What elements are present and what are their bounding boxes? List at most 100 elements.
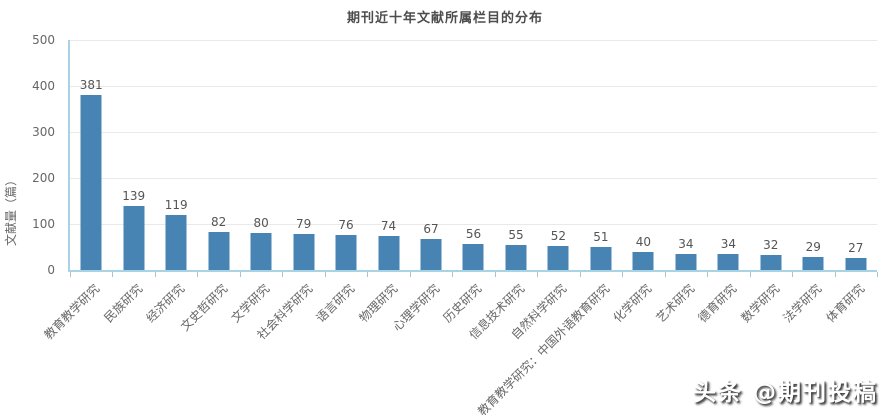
x-tick bbox=[239, 272, 241, 277]
bar-历史研究 bbox=[462, 244, 484, 270]
value-label: 51 bbox=[593, 229, 609, 244]
bar-德育研究 bbox=[717, 254, 739, 270]
bar-经济研究 bbox=[165, 215, 187, 270]
bar-数学研究 bbox=[760, 255, 782, 270]
x-tick bbox=[367, 272, 369, 277]
x-tick bbox=[494, 272, 496, 277]
x-tick bbox=[452, 272, 454, 277]
value-label: 55 bbox=[508, 227, 524, 242]
bar-column: 82 bbox=[197, 40, 239, 270]
category-label: 民族研究 bbox=[101, 281, 146, 326]
bar-教育教学研究 bbox=[80, 94, 102, 270]
bar-column: 76 bbox=[325, 40, 367, 270]
bar-column: 56 bbox=[452, 40, 494, 270]
bar-column: 32 bbox=[750, 40, 792, 270]
category-label: 法学研究 bbox=[780, 281, 825, 326]
watermark-toutiao: 头条 @期刊投稿 bbox=[692, 380, 878, 406]
gridline-200 bbox=[70, 178, 877, 179]
value-label: 40 bbox=[635, 234, 652, 249]
x-tick bbox=[707, 272, 709, 277]
y-tick-label-300: 300 bbox=[32, 125, 55, 139]
bar-文学研究 bbox=[250, 233, 272, 270]
bar-column: 51 bbox=[580, 40, 622, 270]
y-tick-label-100: 100 bbox=[32, 217, 55, 231]
x-tick bbox=[282, 272, 284, 277]
bar-体育研究 bbox=[845, 257, 867, 270]
bar-法学研究 bbox=[802, 256, 824, 270]
bar-column: 34 bbox=[707, 40, 749, 270]
bar-column: 67 bbox=[410, 40, 452, 270]
bar-column: 34 bbox=[665, 40, 707, 270]
gridline-300 bbox=[70, 132, 877, 133]
category-label: 艺术研究 bbox=[653, 281, 698, 326]
chart-title: 期刊近十年文献所属栏目的分布 bbox=[346, 11, 543, 26]
bar-物理研究 bbox=[378, 235, 400, 270]
value-label: 119 bbox=[164, 198, 188, 213]
value-label: 34 bbox=[720, 237, 736, 252]
bar-column: 55 bbox=[495, 40, 537, 270]
y-tick-label-400: 400 bbox=[32, 79, 55, 93]
x-tick bbox=[409, 272, 411, 277]
x-tick bbox=[324, 272, 326, 277]
x-tick bbox=[154, 272, 156, 277]
category-label: 体育研究 bbox=[823, 281, 868, 326]
category-label: 教育教学研究 bbox=[41, 281, 103, 343]
value-label: 34 bbox=[678, 237, 694, 252]
x-tick bbox=[749, 272, 751, 277]
category-label: 数学研究 bbox=[738, 281, 783, 326]
bar-社会科学研究 bbox=[293, 233, 315, 270]
x-tick bbox=[664, 272, 666, 277]
value-label: 56 bbox=[465, 227, 482, 242]
bar-column: 119 bbox=[155, 40, 197, 270]
x-tick bbox=[112, 272, 114, 277]
x-tick bbox=[792, 272, 794, 277]
gridline-100 bbox=[70, 224, 877, 225]
bar-column: 139 bbox=[112, 40, 154, 270]
value-label: 80 bbox=[253, 216, 269, 231]
category-label: 化学研究 bbox=[610, 281, 655, 326]
x-tick bbox=[877, 272, 878, 277]
bar-化学研究 bbox=[632, 251, 654, 270]
value-label: 76 bbox=[338, 218, 354, 233]
y-tick-label-500: 500 bbox=[32, 33, 55, 47]
y-tick-label-0: 0 bbox=[47, 263, 55, 277]
y-tick-label-200: 200 bbox=[32, 171, 55, 185]
bar-column: 52 bbox=[537, 40, 579, 270]
value-label: 29 bbox=[805, 239, 821, 254]
value-label: 82 bbox=[211, 215, 227, 230]
plot-area: 0 100 200 300 400 500 381 139 119 82 80 79 76 74 67 56… bbox=[32, 33, 878, 415]
gridline-500 bbox=[70, 40, 877, 41]
x-tick bbox=[537, 272, 539, 277]
value-label: 74 bbox=[380, 218, 397, 233]
bar-column: 80 bbox=[240, 40, 282, 270]
x-tick bbox=[622, 272, 624, 277]
value-label: 381 bbox=[79, 77, 103, 92]
value-label: 27 bbox=[848, 240, 864, 255]
bar-信息技术研究 bbox=[505, 244, 527, 270]
gridline-400 bbox=[70, 86, 877, 87]
bar-column: 381 bbox=[70, 40, 112, 270]
category-label: 语言研究 bbox=[313, 281, 358, 326]
bar-文史哲研究 bbox=[208, 232, 230, 270]
bar-column: 29 bbox=[792, 40, 834, 270]
value-label: 52 bbox=[550, 229, 567, 244]
bar-column: 79 bbox=[282, 40, 324, 270]
bar-民族研究 bbox=[123, 206, 145, 270]
bar-column: 74 bbox=[367, 40, 409, 270]
bar-自然科学研究 bbox=[547, 246, 569, 270]
bar-语言研究 bbox=[335, 235, 357, 270]
y-axis-label: 文献量（篇） bbox=[4, 174, 18, 247]
value-label: 139 bbox=[122, 189, 146, 204]
x-tick bbox=[579, 272, 581, 277]
value-label: 79 bbox=[295, 216, 312, 231]
x-tick bbox=[834, 272, 836, 277]
value-label: 67 bbox=[423, 222, 439, 237]
category-label: 德育研究 bbox=[695, 281, 740, 326]
x-tick bbox=[197, 272, 199, 277]
bar-column: 40 bbox=[622, 40, 664, 270]
x-tick bbox=[70, 272, 71, 277]
bar-心理学研究 bbox=[420, 239, 442, 270]
value-label: 32 bbox=[763, 238, 779, 253]
bar-艺术研究 bbox=[675, 254, 697, 270]
